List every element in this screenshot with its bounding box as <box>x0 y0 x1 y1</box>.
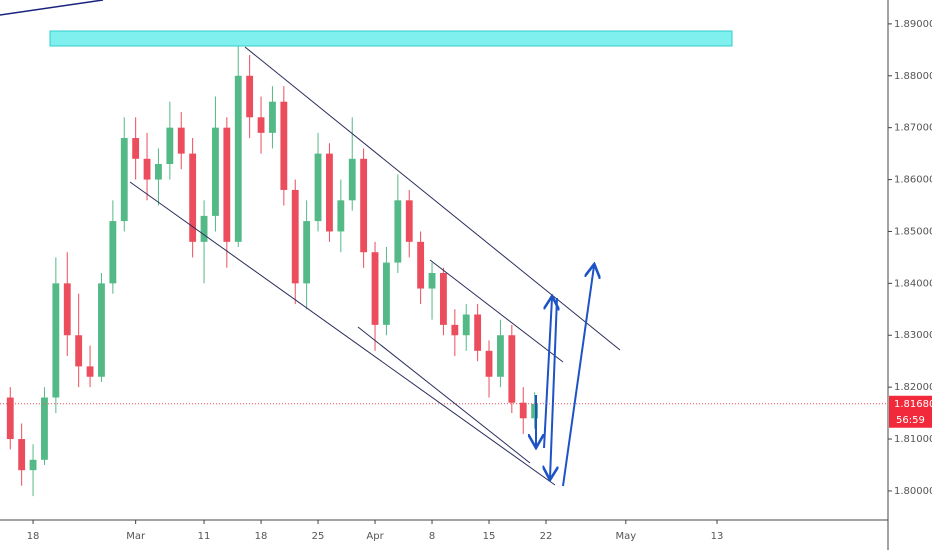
candle-body <box>337 200 345 232</box>
last-price-label: 1.81680 <box>894 399 932 410</box>
candle-body <box>98 283 105 377</box>
candle-body <box>189 153 197 242</box>
channel-line <box>357 326 531 464</box>
projection-arrows <box>536 266 594 487</box>
channel <box>129 46 621 486</box>
candle-body <box>291 189 299 284</box>
candle-body <box>348 158 356 201</box>
candle-body <box>303 221 311 284</box>
candle-body <box>257 117 265 133</box>
y-tick-label: 1.80000 <box>894 486 932 497</box>
candle-body <box>508 335 516 403</box>
channel-line <box>129 181 556 486</box>
candle-body <box>29 459 37 471</box>
y-tick-label: 1.83000 <box>894 330 932 341</box>
candle-body <box>326 153 333 232</box>
candle-body <box>109 221 117 284</box>
candle-body <box>269 101 276 133</box>
candle-body <box>63 283 71 336</box>
candle-body <box>246 75 254 118</box>
candle-body <box>143 158 151 180</box>
y-tick-label: 1.89000 <box>894 19 932 30</box>
y-tick-label: 1.88000 <box>894 71 932 82</box>
candle-body <box>451 324 459 336</box>
candle-body <box>383 262 390 325</box>
y-tick-label: 1.82000 <box>894 382 932 393</box>
countdown: 56:59 <box>896 415 925 426</box>
candle-body <box>234 75 242 242</box>
candle-body <box>177 127 185 154</box>
x-tick-label: Apr <box>366 531 384 542</box>
x-tick-label: 18 <box>27 531 40 542</box>
candle-body <box>462 314 470 336</box>
candle-body <box>166 127 174 164</box>
x-tick-label: 15 <box>483 531 496 542</box>
x-tick-label: 13 <box>711 531 724 542</box>
candle-body <box>497 335 504 377</box>
candle-body <box>519 402 527 419</box>
candle-body <box>52 283 60 398</box>
x-tick-label: 18 <box>255 531 268 542</box>
candle-body <box>405 200 413 242</box>
candle-body <box>360 158 368 253</box>
candle-body <box>212 127 219 216</box>
candle-body <box>417 241 425 289</box>
candle-body <box>440 272 447 325</box>
y-tick-label: 1.81000 <box>894 434 932 445</box>
candle-body <box>155 163 162 180</box>
candle-body <box>200 215 208 242</box>
x-tick-label: 8 <box>429 531 435 542</box>
candle-body <box>474 314 482 351</box>
candle-body <box>485 350 493 377</box>
x-tick-label: 25 <box>312 531 325 542</box>
x-tick-label: 22 <box>540 531 553 542</box>
x-tick-label: Mar <box>126 531 146 542</box>
arrow <box>562 266 594 487</box>
trend-line <box>0 0 104 16</box>
resistance-zone <box>49 30 733 47</box>
candle-body <box>531 403 539 419</box>
last-price-box <box>889 395 932 428</box>
candle-body <box>75 335 83 367</box>
candle-body <box>6 397 14 440</box>
candle-body <box>18 439 26 471</box>
candle-body <box>428 272 436 289</box>
candle-body <box>371 252 379 325</box>
arrow <box>550 297 557 478</box>
y-tick-label: 1.86000 <box>894 175 932 186</box>
candle-body <box>132 138 140 159</box>
x-tick-label: 11 <box>198 531 211 542</box>
y-tick-label: 1.85000 <box>894 226 932 237</box>
candle-body <box>394 200 402 263</box>
candle-body <box>41 397 48 460</box>
arrow <box>543 298 552 449</box>
candle-body <box>280 101 288 190</box>
candle-body <box>223 127 231 242</box>
candle-body <box>86 366 94 377</box>
channel-line <box>429 259 564 363</box>
y-tick-label: 1.84000 <box>894 278 932 289</box>
candle-body <box>120 138 128 222</box>
x-tick-label: May <box>615 531 636 542</box>
candle-body <box>314 153 322 222</box>
y-tick-label: 1.87000 <box>894 123 932 134</box>
